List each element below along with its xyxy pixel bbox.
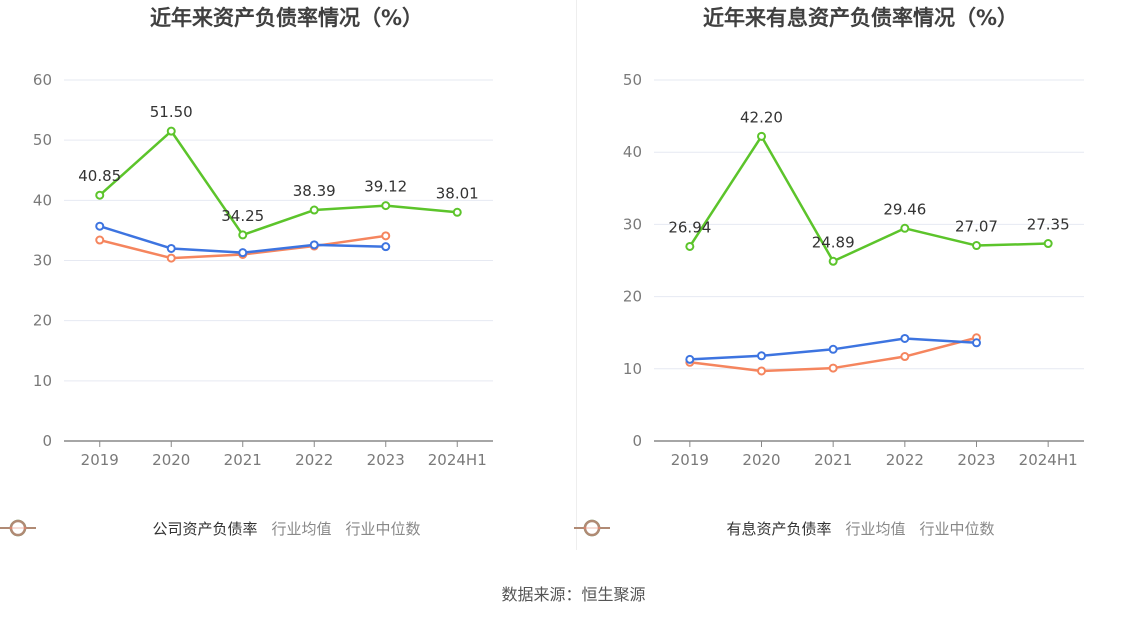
y-tick-label: 40	[33, 191, 52, 209]
data-label: 24.89	[812, 233, 855, 251]
data-source-note: 数据来源：恒生聚源	[501, 585, 646, 604]
x-tick-label: 2024H1	[1019, 451, 1078, 469]
legend-item-industry-median[interactable]: 行业中位数	[0, 518, 421, 539]
y-tick-label: 0	[632, 432, 642, 450]
data-label: 27.07	[955, 218, 998, 236]
data-label: 38.01	[436, 184, 479, 202]
data-label: 42.20	[740, 108, 783, 126]
y-tick-label: 20	[33, 312, 52, 330]
x-tick-label: 2022	[886, 451, 924, 469]
legend-label: 行业均值	[845, 520, 906, 538]
data-label: 27.35	[1027, 216, 1070, 234]
chart-title: 近年来有息资产负债率情况（%）	[702, 6, 1019, 30]
y-tick-label: 10	[33, 372, 52, 390]
x-tick-label: 2023	[957, 451, 995, 469]
data-point	[166, 243, 176, 253]
x-tick-label: 2020	[742, 451, 780, 469]
legend-label: 行业中位数	[345, 520, 421, 538]
data-label: 38.39	[293, 182, 336, 200]
data-label: 34.25	[221, 207, 264, 225]
data-point	[381, 231, 391, 241]
x-tick-label: 2020	[152, 451, 190, 469]
data-point	[757, 366, 766, 376]
x-tick-label: 2022	[295, 451, 333, 469]
legend-item-company[interactable]: 有息资产负债率	[574, 518, 832, 539]
legend-marker-icon	[574, 519, 610, 537]
data-point	[757, 351, 766, 361]
legend-label: 有息资产负债率	[726, 520, 832, 538]
data-point	[95, 221, 105, 231]
x-tick-label: 2021	[814, 451, 852, 469]
panel-divider	[576, 0, 577, 550]
legend: 有息资产负债率 行业均值 行业中位数	[574, 518, 1147, 539]
data-point	[95, 235, 105, 245]
line-chart-asset-liability: 0 10 20 30 40 50 60 2019 2020 2021 2022 2023 2024H1 4…	[33, 71, 493, 469]
data-point	[166, 126, 176, 136]
legend-label: 公司资产负债率	[152, 520, 258, 538]
y-tick-label: 60	[33, 71, 52, 89]
legend-item-company[interactable]: 公司资产负债率	[0, 518, 258, 539]
data-point	[828, 256, 838, 266]
legend-label: 行业均值	[271, 520, 332, 538]
data-point	[309, 240, 319, 250]
legend-item-industry-median[interactable]: 行业中位数	[574, 518, 995, 539]
chart-panel-left: 近年来资产负债率情况（%） 0 10 20 30 40 50 60 2019 2020 2021 2…	[0, 0, 573, 560]
y-tick-label: 0	[42, 432, 52, 450]
series-line	[98, 129, 458, 237]
data-point	[828, 344, 838, 354]
data-label: 39.12	[364, 178, 407, 196]
data-point	[828, 363, 838, 373]
data-point	[972, 338, 981, 348]
data-label: 26.94	[668, 218, 711, 236]
data-point	[381, 201, 391, 211]
y-tick-label: 40	[623, 143, 642, 161]
y-tick-label: 20	[623, 288, 642, 306]
data-point	[166, 253, 176, 263]
series-line	[688, 135, 1049, 263]
x-tick-label: 2019	[81, 451, 119, 469]
data-point	[900, 352, 910, 362]
legend: 公司资产负债率 行业均值 行业中位数	[0, 518, 573, 539]
x-tick-label: 2023	[367, 451, 405, 469]
x-tick-label: 2024H1	[428, 451, 487, 469]
data-label: 40.85	[78, 167, 121, 185]
chart-title: 近年来资产负债率情况（%）	[149, 6, 424, 30]
data-point	[685, 241, 695, 251]
data-label: 51.50	[150, 103, 193, 121]
line-chart-interest-bearing-liability: 0 10 20 30 40 50 2019 2020 2021 2022 2023 2024H1 26.…	[623, 71, 1084, 469]
y-tick-label: 10	[623, 360, 642, 378]
data-point	[900, 333, 910, 343]
x-tick-label: 2019	[671, 451, 709, 469]
x-tick-label: 2021	[224, 451, 262, 469]
chart-panel-right: 近年来有息资产负债率情况（%） 0 10 20 30 40 50 2019 2020 2021 2…	[574, 0, 1147, 560]
data-point	[238, 230, 248, 240]
data-point	[452, 207, 462, 217]
legend-marker-icon	[0, 519, 36, 537]
data-point	[381, 242, 391, 252]
y-tick-label: 50	[623, 71, 642, 89]
y-tick-label: 50	[33, 131, 52, 149]
y-tick-label: 30	[33, 252, 52, 270]
y-tick-label: 30	[623, 215, 642, 233]
data-point	[95, 190, 105, 200]
data-point	[685, 354, 695, 364]
data-point	[1043, 239, 1053, 249]
data-label: 29.46	[883, 200, 926, 218]
data-point	[757, 131, 766, 141]
legend-label: 行业中位数	[919, 520, 995, 538]
data-point	[309, 205, 319, 215]
legend-item-industry-avg[interactable]: 行业均值	[574, 518, 906, 539]
data-point	[972, 241, 981, 251]
data-point	[238, 248, 248, 258]
data-point	[900, 223, 910, 233]
legend-item-industry-avg[interactable]: 行业均值	[0, 518, 332, 539]
